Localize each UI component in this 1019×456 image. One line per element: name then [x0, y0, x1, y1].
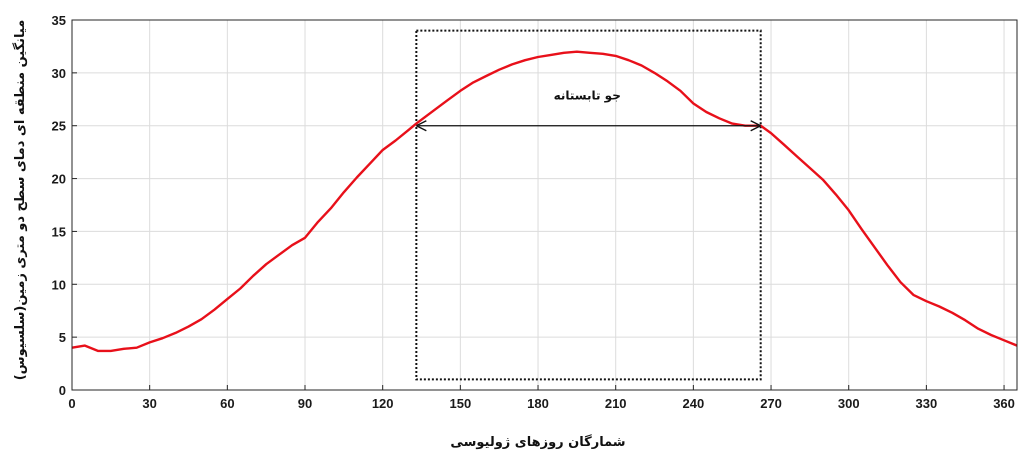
x-axis-title: شمارگان روزهای ژولیوسی — [450, 434, 625, 450]
x-tick-label: 240 — [683, 396, 705, 411]
annotation-layer: جو تابستانه — [416, 88, 761, 132]
x-tick-label: 210 — [605, 396, 627, 411]
x-tick-label: 90 — [298, 396, 312, 411]
y-tick-label: 20 — [52, 172, 66, 187]
series-layer — [71, 50, 1018, 353]
plot-frame — [71, 19, 1018, 391]
y-tick-label: 30 — [52, 66, 66, 81]
y-tick-label: 0 — [59, 383, 66, 398]
arrowhead-left — [416, 120, 427, 132]
y-axis-title: میانگین منطقه ای دمای سطح دو متری زمین(س… — [12, 20, 28, 381]
y-tick-label: 35 — [52, 13, 66, 28]
x-tick-label: 0 — [68, 396, 75, 411]
tick-labels: 0 30 60 90 120 150 180 210 240 270 300 330 360 0 5 10 15… — [52, 13, 1015, 411]
arrowhead-right — [750, 120, 761, 132]
y-tick-label: 15 — [52, 224, 66, 239]
temperature-series-line — [71, 50, 1018, 353]
summer-annotation-label: جو تابستانه — [554, 88, 621, 103]
grid — [71, 19, 1017, 391]
x-tick-label: 270 — [760, 396, 782, 411]
y-tick-label: 5 — [59, 330, 66, 345]
x-tick-label: 360 — [993, 396, 1015, 411]
x-tick-label: 30 — [142, 396, 156, 411]
x-tick-label: 300 — [838, 396, 860, 411]
x-tick-label: 330 — [916, 396, 938, 411]
summer-highlight-box — [415, 29, 762, 381]
x-tick-label: 150 — [450, 396, 472, 411]
x-tick-label: 120 — [372, 396, 394, 411]
y-tick-label: 10 — [52, 277, 66, 292]
summer-box-outline — [415, 29, 762, 381]
x-tick-label: 180 — [527, 396, 549, 411]
x-tick-label: 60 — [220, 396, 234, 411]
y-tick-label: 25 — [52, 119, 66, 134]
